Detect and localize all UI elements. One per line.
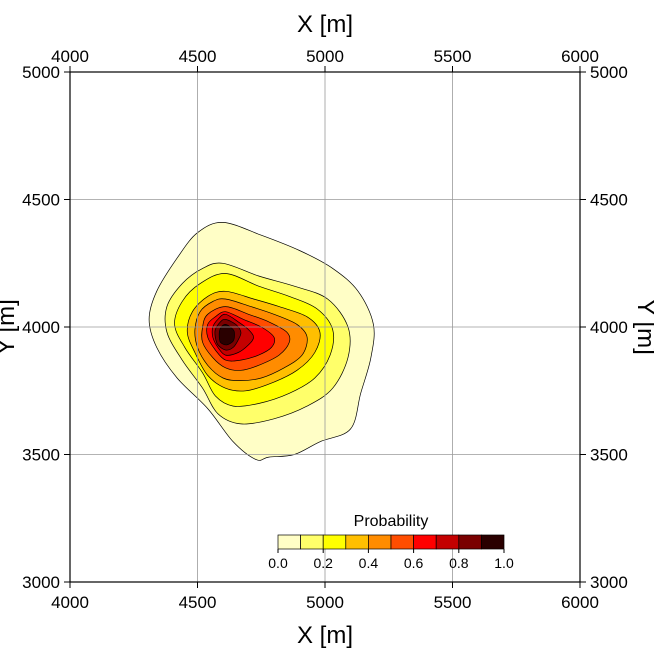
colorbar-tick-label: 0.2 xyxy=(313,555,333,571)
colorbar-swatch xyxy=(277,534,301,550)
x-tick-label-top: 5000 xyxy=(306,47,344,66)
colorbar-swatch xyxy=(458,534,482,550)
y-axis-title-left: Y [m] xyxy=(0,299,20,355)
x-axis-title-top: X [m] xyxy=(297,11,353,38)
colorbar-swatches xyxy=(277,534,505,550)
x-tick-label-bottom: 4500 xyxy=(179,593,217,612)
y-tick-label-left: 4500 xyxy=(22,191,60,210)
colorbar-swatch xyxy=(413,534,437,550)
colorbar-swatch xyxy=(322,534,347,550)
y-tick-label-right: 3500 xyxy=(590,446,628,465)
colorbar-swatch xyxy=(368,534,392,550)
x-tick-label-bottom: 5500 xyxy=(434,593,472,612)
plot-area xyxy=(148,222,375,461)
colorbar-swatch xyxy=(300,534,324,550)
colorbar-swatch xyxy=(481,534,505,550)
grid xyxy=(70,72,580,582)
colorbar-title: Probability xyxy=(354,513,429,530)
y-tick-label-left: 4000 xyxy=(22,318,60,337)
colorbar-tick-label: 0.6 xyxy=(404,555,424,571)
colorbar-tick-label: 1.0 xyxy=(494,555,514,571)
colorbar-ticks: 0.0 0.2 0.4 0.6 0.8 1.0 xyxy=(268,549,514,571)
y-tick-label-right: 4000 xyxy=(590,318,628,337)
x-tick-label-top: 4500 xyxy=(179,47,217,66)
x-tick-label-top: 6000 xyxy=(561,47,599,66)
ticks: 4000 4000 4500 4500 5000 5000 5500 5500 6000 6000… xyxy=(22,47,628,612)
contour-level-0-9 xyxy=(218,324,235,346)
x-tick-label-bottom: 5000 xyxy=(306,593,344,612)
x-tick-label-bottom: 6000 xyxy=(561,593,599,612)
y-tick-label-left: 3000 xyxy=(22,573,60,592)
colorbar-tick-label: 0.0 xyxy=(268,555,288,571)
x-tick-label-top: 5500 xyxy=(434,47,472,66)
y-tick-label-left: 3500 xyxy=(22,446,60,465)
colorbar-tick-label: 0.8 xyxy=(449,555,469,571)
colorbar-tick-label: 0.4 xyxy=(359,555,379,571)
y-tick-label-right: 3000 xyxy=(590,573,628,592)
y-axis-title-right: Y [m] xyxy=(632,299,654,355)
colorbar-swatch xyxy=(390,534,414,550)
y-tick-label-right: 5000 xyxy=(590,63,628,82)
x-axis-title-bottom: X [m] xyxy=(297,622,353,649)
colorbar: Probability 0.0 0.2 0.4 0.6 0.8 1.0 xyxy=(268,513,514,571)
y-tick-label-left: 5000 xyxy=(22,63,60,82)
x-tick-label-top: 4000 xyxy=(51,47,89,66)
colorbar-swatch xyxy=(435,534,460,550)
y-tick-label-right: 4500 xyxy=(590,191,628,210)
x-tick-label-bottom: 4000 xyxy=(51,593,89,612)
colorbar-swatch xyxy=(345,534,369,550)
